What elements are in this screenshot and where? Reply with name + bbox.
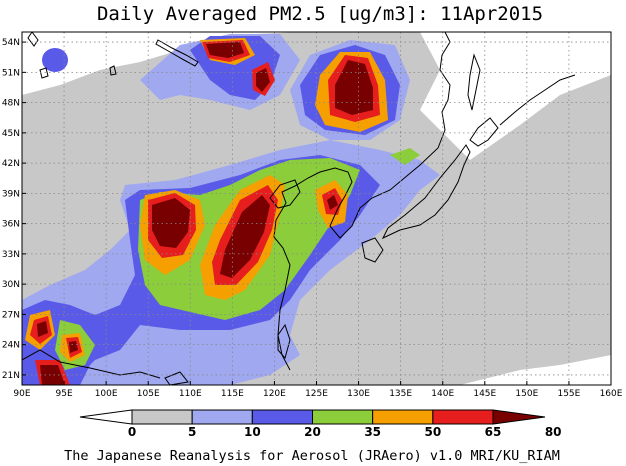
pm25-band-above-80-sw (37, 321, 48, 337)
colorbar-swatch (312, 409, 374, 425)
lon-tick-label: 155E (557, 389, 580, 399)
colorbar: 0 5 10 20 35 50 65 80 (79, 409, 562, 439)
colorbar-label: 10 (244, 425, 261, 439)
lon-tick-label: 90E (13, 389, 30, 399)
colorbar-boxes (79, 409, 546, 425)
lat-tick-label: 48N (2, 99, 20, 109)
pm25-concentration-field (22, 32, 611, 385)
colorbar-label: 20 (304, 425, 321, 439)
colorbar-swatch (251, 409, 313, 425)
lon-tick-label: 150E (515, 389, 538, 399)
lon-tick-label: 95E (56, 389, 73, 399)
coastline-southeast-asia (22, 349, 161, 379)
lat-tick-label: 45N (2, 129, 20, 139)
colorbar-label: 65 (485, 425, 502, 439)
colorbar-label: 80 (545, 425, 562, 439)
coastline-sakhalin (467, 53, 481, 111)
colorbar-labels: 0 5 10 20 35 50 65 80 (128, 425, 562, 439)
coastline-lake-small (39, 67, 49, 79)
lon-tick-label: 160E (600, 389, 623, 399)
colorbar-swatch (79, 409, 133, 425)
credit-line: The Japanese Reanalysis for Aerosol (JRA… (64, 448, 560, 464)
coastline-caspian-edge (27, 32, 39, 47)
pm25-band-above-80-nw (206, 42, 244, 58)
latitude-axis: 21N 24N 27N 30N 33N 36N 39N 42N 45N 48N 51N 54N (2, 38, 26, 381)
colorbar-label: 5 (188, 425, 196, 439)
lon-tick-label: 130E (347, 389, 370, 399)
lon-tick-label: 120E (263, 389, 286, 399)
coastline-kuril (499, 74, 576, 126)
colorbar-swatch (492, 409, 546, 425)
coastline-japan-hokkaido (469, 117, 499, 147)
lon-tick-label: 115E (221, 389, 244, 399)
pm25-band-20-35-spot (42, 48, 68, 72)
lat-tick-label: 27N (2, 310, 20, 320)
coastline-hainan (164, 371, 189, 385)
lat-tick-label: 42N (2, 159, 20, 169)
lon-tick-label: 100E (95, 389, 118, 399)
lat-tick-label: 36N (2, 220, 20, 230)
longitude-axis: 90E 95E 100E 105E 110E 115E 120E 125E 130E 135E 14… (13, 381, 623, 399)
pm25-band-35-50-east (390, 148, 420, 165)
colorbar-label: 0 (128, 425, 136, 439)
colorbar-swatch (191, 409, 253, 425)
coastline-japan-honshu (381, 144, 471, 240)
pm25-band-above-80-spot (256, 68, 270, 92)
lon-tick-label: 140E (431, 389, 454, 399)
map-plot-area: 90E 95E 100E 105E 110E 115E 120E 125E 130E 135E 14… (2, 31, 623, 399)
lon-tick-label: 110E (179, 389, 202, 399)
colorbar-label: 35 (364, 425, 381, 439)
lat-tick-label: 33N (2, 250, 20, 260)
lat-tick-label: 51N (2, 68, 20, 78)
lon-tick-label: 125E (305, 389, 328, 399)
coastline-lake-small-2 (109, 65, 117, 76)
pm25-band-above-80-ne (327, 195, 338, 210)
coastline-bohai (269, 179, 301, 209)
pm25-band-above-80-north (335, 60, 373, 115)
pm25-band-above-80 (152, 198, 190, 248)
colorbar-label: 50 (424, 425, 441, 439)
lon-tick-label: 145E (473, 389, 496, 399)
lat-tick-label: 30N (2, 280, 20, 290)
lat-tick-label: 39N (2, 189, 20, 199)
pm25-band-above-80-sw2 (40, 365, 65, 385)
map-grid-lines (22, 32, 611, 385)
colorbar-swatch (432, 409, 494, 425)
map-title: Daily Averaged PM2.5 [ug/m3]: 11Apr2015 (97, 3, 543, 25)
colorbar-swatch (131, 409, 193, 425)
lon-tick-label: 135E (389, 389, 412, 399)
coastline-lake-baikal (155, 39, 199, 67)
lon-tick-label: 105E (137, 389, 160, 399)
pm25-band-above-80-sw3 (69, 341, 78, 353)
colorbar-swatch (372, 409, 434, 425)
lat-tick-label: 24N (2, 341, 20, 351)
lat-tick-label: 21N (2, 371, 20, 381)
lat-tick-label: 54N (2, 38, 20, 48)
coastline-japan-kyushu (361, 237, 384, 263)
coastline-taiwan (277, 323, 291, 360)
pm25-band-5-10-west (22, 140, 100, 240)
